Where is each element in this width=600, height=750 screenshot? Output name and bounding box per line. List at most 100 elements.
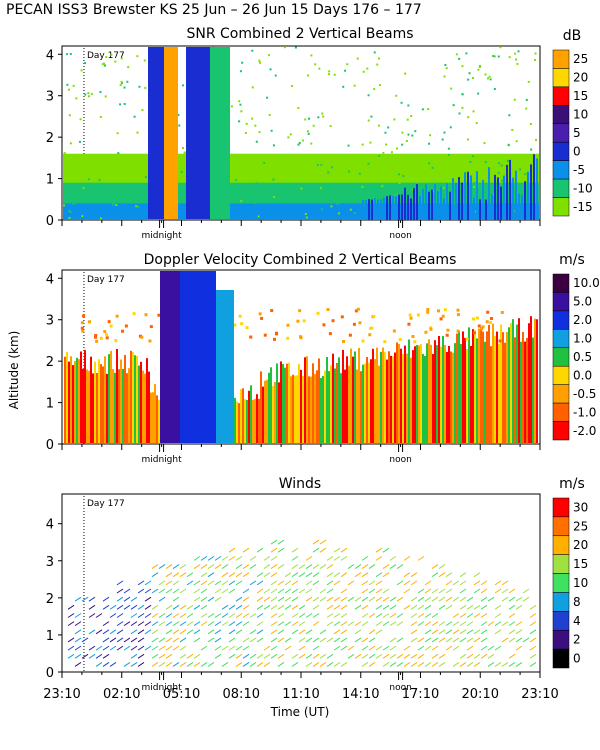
snr-speck	[127, 66, 130, 69]
snr-speck	[534, 58, 537, 61]
wind-barb	[438, 588, 446, 594]
doppler-column	[326, 356, 328, 443]
snr-speck	[305, 216, 308, 219]
wind-barb	[137, 637, 145, 643]
doppler-column	[454, 343, 456, 443]
doppler-column	[312, 363, 314, 443]
doppler-speck	[456, 313, 460, 317]
wind-barb	[319, 539, 327, 545]
wind-barb	[333, 596, 341, 602]
snr-speck	[258, 59, 261, 62]
wind-barb	[480, 645, 488, 651]
doppler-speck	[436, 309, 440, 313]
wind-barb	[438, 653, 446, 659]
snr-speck	[68, 216, 71, 219]
snr-speck	[137, 206, 140, 209]
wind-barb	[487, 621, 495, 627]
wind-barb	[200, 564, 208, 569]
doppler-speck	[369, 326, 373, 330]
doppler-speck	[472, 331, 476, 335]
doppler-column	[386, 359, 388, 443]
doppler-column	[236, 401, 238, 443]
doppler-column	[140, 361, 142, 443]
doppler-speck	[408, 313, 412, 317]
snr-speck	[512, 166, 515, 169]
x-tick-label: 23:10	[43, 687, 80, 702]
wind-barb	[235, 653, 243, 659]
wind-barb	[410, 662, 418, 667]
wind-barb	[333, 580, 341, 586]
wind-barb	[235, 596, 243, 602]
wind-barb	[172, 580, 180, 586]
doppler-column	[336, 363, 338, 443]
wind-barb	[214, 613, 222, 618]
doppler-column	[358, 347, 360, 443]
wind-barb	[172, 572, 180, 578]
doppler-column	[472, 329, 474, 443]
wind-barb	[67, 613, 75, 618]
wind-barb	[333, 645, 341, 651]
doppler-speck	[99, 336, 103, 340]
wind-barb	[193, 604, 201, 610]
colorbar-label: 20	[573, 71, 588, 85]
wind-barb	[263, 588, 271, 594]
wind-barb	[291, 547, 299, 553]
snr-column	[395, 195, 397, 220]
x-tick-label: 02:10	[103, 687, 140, 702]
wind-barb	[263, 564, 271, 569]
snr-speck	[63, 189, 66, 192]
wind-barb	[193, 662, 201, 667]
snr-speck	[297, 107, 300, 110]
doppler-column	[352, 356, 354, 443]
doppler-column	[320, 377, 322, 443]
wind-barb	[235, 555, 243, 561]
snr-speck	[308, 117, 311, 120]
colorbar-segment	[552, 123, 570, 143]
doppler-column	[380, 351, 382, 443]
doppler-column	[526, 337, 528, 443]
wind-barb	[74, 662, 82, 667]
snr-speck	[99, 115, 102, 118]
doppler-column	[422, 353, 424, 443]
wind-barb	[340, 645, 348, 651]
doppler-column	[286, 363, 288, 443]
snr-speck	[414, 130, 417, 133]
wind-barb	[515, 604, 523, 610]
wind-barb	[494, 580, 502, 586]
snr-speck	[492, 55, 495, 58]
colorbar-segment	[552, 611, 570, 631]
snr-speck	[525, 107, 528, 110]
snr-speck	[144, 86, 147, 89]
wind-barb	[431, 645, 439, 651]
doppler-column	[424, 355, 426, 443]
doppler-column	[372, 348, 374, 443]
wind-barb	[480, 604, 488, 610]
wind-barb	[298, 645, 306, 651]
wind-barb	[221, 613, 229, 618]
doppler-column	[294, 375, 296, 443]
doppler-column	[478, 328, 480, 443]
y-tick-label: 3	[46, 314, 54, 329]
wind-barbs	[67, 539, 537, 667]
snr-speck	[515, 140, 518, 143]
snr-speck	[240, 199, 243, 202]
wind-barb	[361, 604, 369, 610]
snr-column	[362, 200, 364, 220]
wind-barb	[235, 613, 243, 618]
wind-barb	[312, 645, 320, 651]
snr-speck	[263, 161, 266, 164]
snr-speck	[384, 131, 387, 134]
snr-speck	[483, 142, 486, 145]
doppler-column	[132, 351, 134, 443]
snr-speck	[65, 53, 68, 56]
doppler-column	[142, 370, 144, 443]
wind-barb	[242, 653, 250, 659]
doppler-column	[66, 352, 68, 443]
snr-speck	[382, 151, 385, 154]
colorbar-label: 25	[573, 519, 588, 533]
wind-barb	[529, 621, 537, 627]
wind-barb	[417, 596, 425, 602]
wind-barb	[410, 596, 418, 602]
snr-speck	[68, 209, 71, 212]
doppler-column	[476, 338, 478, 443]
